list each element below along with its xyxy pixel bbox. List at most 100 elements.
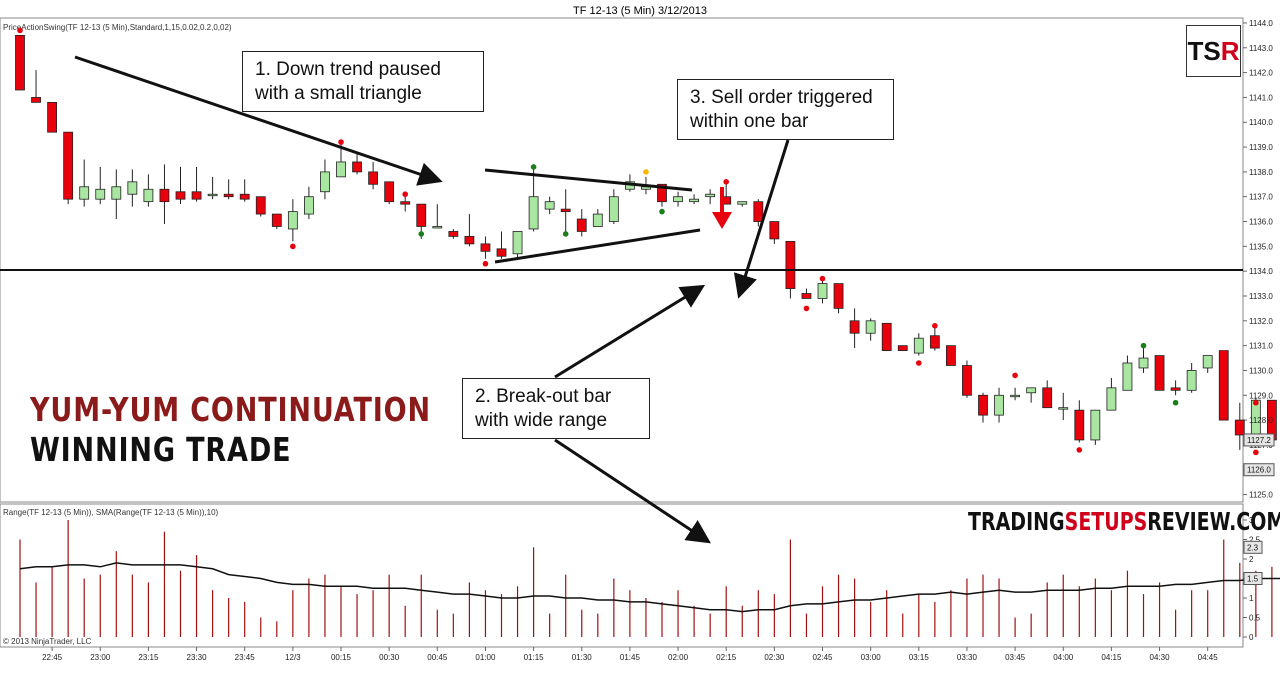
candle-body [865, 320, 876, 334]
candle-body [817, 283, 828, 299]
x-tick-label: 22:45 [42, 653, 63, 662]
candle-body [127, 181, 138, 195]
caption-line-1: YUM-YUM CONTINUATION [30, 390, 431, 429]
sma-line [19, 562, 1280, 613]
x-tick-label: 02:30 [764, 653, 785, 662]
candle-body [833, 283, 844, 309]
x-tick-label: 04:45 [1198, 653, 1219, 662]
annotation-3-line1: 3. Sell order triggered [690, 87, 873, 108]
candle-body [929, 335, 940, 349]
candle-body [897, 345, 908, 351]
logo-text-black: TS [1187, 35, 1221, 66]
x-tick-label: 00:30 [379, 653, 400, 662]
candle-body [705, 193, 716, 198]
candle-body [769, 221, 780, 240]
candle-body [528, 196, 539, 230]
candle-body [689, 198, 699, 203]
swing-dot [916, 360, 922, 366]
candle-body [255, 196, 266, 215]
candle-body [1026, 387, 1037, 394]
swing-dot [1012, 372, 1018, 379]
candle-body [1170, 387, 1181, 391]
candle-body [1186, 370, 1197, 391]
caption-line-2: WINNING TRADE [30, 430, 292, 469]
x-tick-label: 02:45 [812, 653, 833, 662]
x-tick-label: 03:15 [909, 653, 930, 662]
swing-dot [1220, 350, 1227, 356]
price-y-tick-label: 1130.0 [1249, 366, 1273, 375]
entry-arrow-icon [712, 187, 732, 229]
price-y-tick-label: 1141.0 [1249, 93, 1273, 102]
candle-body [207, 193, 218, 197]
candle-body [592, 213, 603, 227]
candle-body [111, 186, 122, 200]
swing-dot [803, 305, 810, 312]
swing-dot [1253, 449, 1259, 456]
price-marker-label: 1127.2 [1247, 436, 1271, 445]
x-tick-label: 03:00 [861, 653, 882, 662]
arrow-1 [74, 55, 443, 186]
candle-body [287, 211, 298, 230]
price-y-tick-label: 1137.0 [1249, 193, 1273, 202]
swing-dot [418, 231, 425, 237]
swing-dot [1076, 447, 1083, 453]
swing-dot [819, 275, 826, 282]
candle-body [239, 193, 250, 200]
range-marker-label: 1.5 [1247, 575, 1259, 584]
candle-body [368, 171, 379, 185]
candle-body [881, 322, 892, 351]
x-tick-label: 03:30 [957, 653, 978, 662]
price-y-tick-label: 1129.0 [1249, 391, 1273, 400]
candle-body [1106, 387, 1117, 411]
swing-dot [1253, 399, 1259, 406]
x-tick-label: 00:45 [427, 653, 448, 662]
annotation-3-line2: within one bar [690, 111, 809, 132]
swing-dot [932, 322, 938, 329]
swing-dot [562, 231, 569, 237]
candle-body [1138, 357, 1149, 369]
logo-text-red: R [1220, 35, 1240, 66]
annotation-box-2: 2. Break-out bar with wide range [462, 378, 650, 439]
range-y-tick-label: 2 [1249, 555, 1254, 564]
price-y-tick-label: 1134.0 [1249, 267, 1273, 276]
candle-body [432, 226, 443, 229]
candle-body [1090, 409, 1101, 441]
price-y-tick-label: 1142.0 [1249, 69, 1273, 78]
x-tick-label: 23:15 [138, 653, 159, 662]
triangle-upper-line [484, 168, 693, 192]
x-tick-label: 23:00 [90, 653, 111, 662]
swing-dot [17, 27, 23, 34]
range-y-tick-label: 0 [1249, 633, 1254, 642]
price-marker-label: 1126.0 [1247, 466, 1271, 475]
price-indicator-label: PriceActionSwing(TF 12-13 (5 Min),Standa… [3, 23, 232, 32]
swing-dot [1172, 399, 1179, 406]
range-marker-box [1243, 540, 1263, 554]
arrow-2b [554, 438, 712, 544]
range-y-tick-label: 2.5 [1249, 536, 1261, 545]
arrow-3 [733, 139, 790, 299]
candle-body [79, 186, 90, 200]
candle-body [673, 196, 683, 203]
chart-title: TF 12-13 (5 Min) 3/12/2013 [573, 5, 707, 17]
x-tick-label: 01:30 [572, 653, 593, 662]
x-tick-label: 04:00 [1053, 653, 1074, 662]
candle-body [416, 203, 427, 227]
price-marker-box [1243, 433, 1275, 447]
price-y-tick-label: 1132.0 [1249, 317, 1273, 326]
annotation-2-line2: with wide range [475, 410, 608, 431]
arrow-2a [554, 284, 706, 379]
candle-body [63, 131, 74, 200]
candle-body [1122, 362, 1133, 391]
brand-watermark: TRADINGSETUPSREVIEW.COM [968, 507, 1280, 536]
price-y-tick-label: 1143.0 [1249, 44, 1273, 53]
range-marker-label: 2.3 [1247, 543, 1259, 552]
candle-body [320, 171, 330, 193]
x-tick-label: 04:30 [1150, 653, 1171, 662]
range-indicator-label: Range(TF 12-13 (5 Min)), SMA(Range(TF 12… [3, 508, 219, 517]
candle-body [464, 236, 475, 245]
candle-body [1154, 355, 1165, 391]
candle-body [15, 34, 25, 91]
x-tick-label: 23:45 [235, 653, 256, 662]
candle-body [962, 365, 972, 396]
swing-dot [482, 260, 489, 267]
